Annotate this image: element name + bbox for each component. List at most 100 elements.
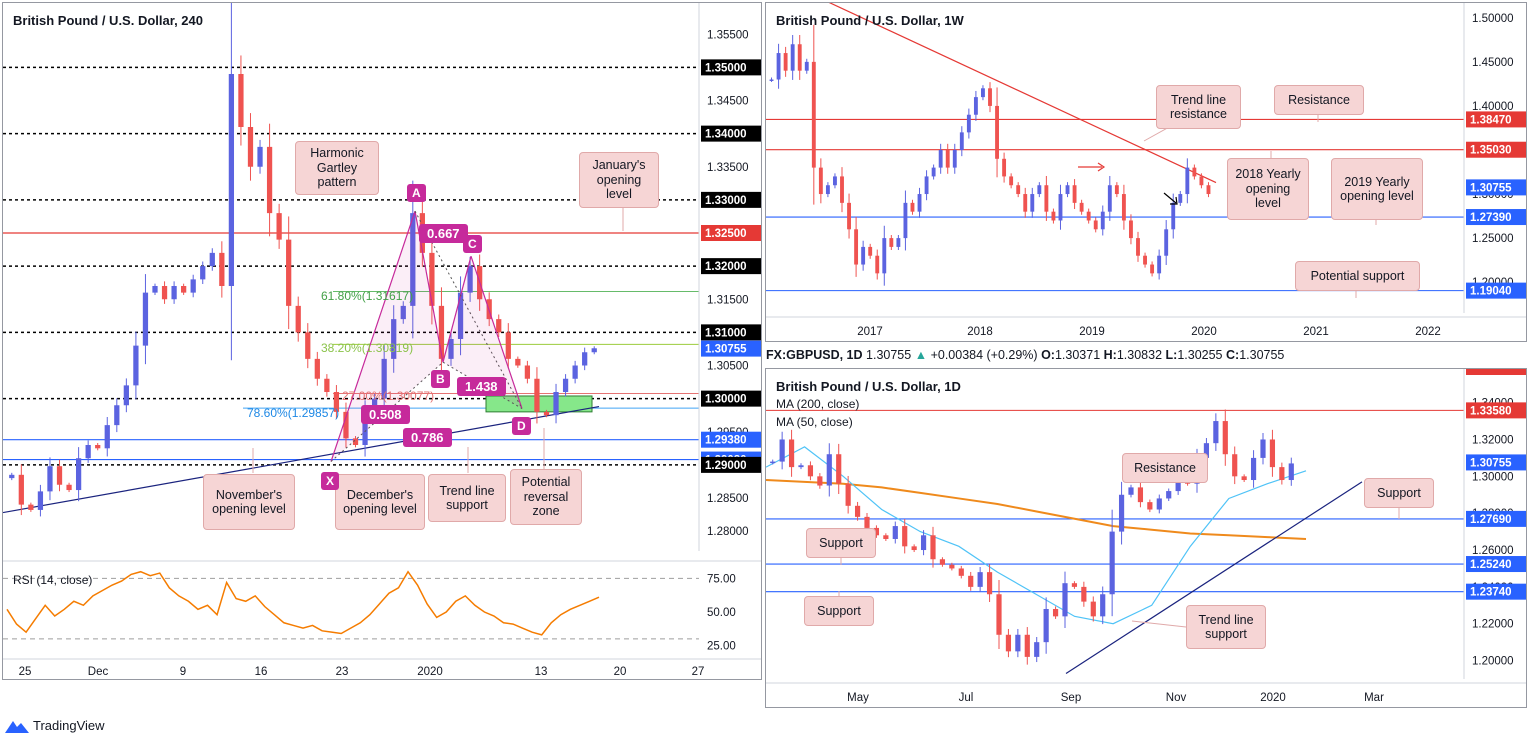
h4-candle [448, 339, 454, 359]
weekly-candle [1093, 220, 1098, 230]
h4-candle [438, 305, 445, 359]
daily-chart-panel[interactable]: 1.340001.320001.300001.280001.260001.240… [765, 368, 1527, 708]
h4-candle [543, 411, 550, 416]
weekly-price-tag [1466, 179, 1526, 196]
daily-candle [1250, 457, 1257, 481]
weekly-x-tick: 2020 [1191, 326, 1217, 338]
h4-candle [9, 474, 15, 479]
h4-price-tag [701, 431, 761, 448]
h4-tick-label: 1.33500 [707, 162, 749, 174]
harmonic-point-b: B [431, 370, 450, 388]
weekly-trendline [828, 3, 1217, 184]
weekly-candle [1164, 229, 1169, 256]
h4-price-tag-label: 1.31000 [705, 327, 747, 339]
daily-candle [1279, 467, 1285, 481]
daily-price-tag-label: 1.25240 [1470, 559, 1512, 571]
daily-candle [873, 527, 880, 536]
h4-tick-label: 1.31500 [707, 294, 749, 306]
daily-candle [968, 575, 974, 587]
h4-candle [515, 358, 521, 366]
h4-candle [534, 378, 540, 412]
h4-candle [562, 378, 569, 392]
weekly-candle [1129, 220, 1133, 239]
daily-pointer [1131, 620, 1187, 628]
daily-price-tag-label: 1.30755 [1470, 457, 1512, 469]
daily-ma50-line [766, 446, 1307, 625]
weekly-price-tag-label: 1.38470 [1470, 114, 1512, 126]
weekly-arrow-black [1163, 192, 1177, 204]
weekly-arrow-red-head [1097, 162, 1106, 172]
weekly-candle [1002, 158, 1007, 177]
daily-candle [1118, 494, 1125, 532]
h4-candle [582, 352, 588, 366]
weekly-candle [966, 114, 971, 133]
h4-candle [200, 266, 206, 280]
note-trendline-support-d: Trend line support [1186, 605, 1266, 649]
weekly-candle [896, 238, 901, 247]
weekly-chart-panel[interactable]: 1.500001.450001.400001.350001.300001.250… [765, 2, 1527, 342]
h4-candle [209, 252, 215, 267]
weekly-x-tick: 2017 [857, 326, 883, 338]
h4-candle [161, 286, 168, 300]
daily-candle [949, 564, 955, 569]
h4-candle [343, 411, 349, 439]
daily-candle [817, 476, 823, 486]
h4-candle [142, 292, 149, 346]
harmonic-point-c: C [463, 235, 482, 253]
h4-candle [572, 365, 578, 379]
h4-candle [95, 445, 101, 449]
weekly-candle [945, 149, 950, 168]
weekly-tick-label: 1.45000 [1472, 57, 1514, 69]
harmonic-point-x: X [321, 472, 340, 490]
daily-candle [1024, 634, 1030, 657]
weekly-candle [1023, 194, 1028, 212]
h4-chart-panel[interactable]: 1.35500 1.35000 1.34500 1.34000 1.33500 1.330… [2, 2, 762, 680]
h4-price-tag-label: 1.29000 [705, 460, 747, 472]
weekly-candle [981, 88, 985, 98]
fib-382-label: 38.20%(1.30819) [321, 341, 414, 355]
weekly-price-tag-label: 1.35030 [1470, 145, 1512, 157]
h4-harmonic-leg [330, 210, 416, 462]
note-2019-yearly: 2019 Yearly opening level [1331, 158, 1423, 220]
weekly-price-tag [1466, 111, 1526, 128]
note-trendline-resistance: Trend line resistance [1156, 85, 1241, 129]
h4-candle [276, 213, 282, 240]
weekly-price-tag-label: 1.27390 [1470, 212, 1512, 224]
weekly-candle [1079, 202, 1084, 212]
daily-candle [1081, 586, 1087, 602]
weekly-candle [924, 176, 929, 195]
h4-candle [381, 358, 387, 399]
harmonic-point-a: A [407, 184, 426, 202]
daily-axis-top-marker [1466, 369, 1526, 375]
weekly-candle [938, 149, 943, 168]
h4-harmonic-fill-1 [331, 211, 443, 462]
h4-candle [400, 305, 406, 320]
h4-price-tag-label: 1.33000 [705, 195, 747, 207]
h4-candle [391, 319, 397, 359]
weekly-candle [1157, 255, 1162, 274]
note-support-2: Support [806, 528, 876, 558]
weekly-candle [818, 167, 823, 195]
harmonic-point-d: D [512, 417, 531, 435]
weekly-candle [988, 88, 992, 106]
tradingview-logo[interactable]: TradingView [5, 718, 105, 733]
h4-chart-svg[interactable]: 1.35500 1.35000 1.34500 1.34000 1.33500 1.330… [3, 3, 762, 680]
weekly-candle [1192, 167, 1197, 177]
h4-candle [457, 292, 464, 339]
open-label: O: [1041, 348, 1055, 362]
daily-price-tag [1466, 510, 1526, 527]
daily-x-tick: Mar [1364, 692, 1384, 704]
rsi-tick-label: 75.00 [707, 573, 736, 585]
daily-candle [996, 594, 1002, 635]
daily-chart-svg[interactable]: 1.340001.320001.300001.280001.260001.240… [766, 369, 1527, 708]
h4-x-tick: 16 [255, 666, 268, 678]
note-resistance-w: Resistance [1274, 85, 1364, 115]
h4-candle [352, 438, 359, 445]
h4-x-tick: 25 [19, 666, 32, 678]
weekly-chart-svg[interactable]: 1.500001.450001.400001.350001.300001.250… [766, 3, 1527, 342]
weekly-candle [903, 202, 908, 239]
daily-candle [788, 439, 795, 468]
daily-candle [1203, 443, 1210, 458]
weekly-candle [833, 176, 837, 186]
weekly-candle [1150, 264, 1155, 274]
